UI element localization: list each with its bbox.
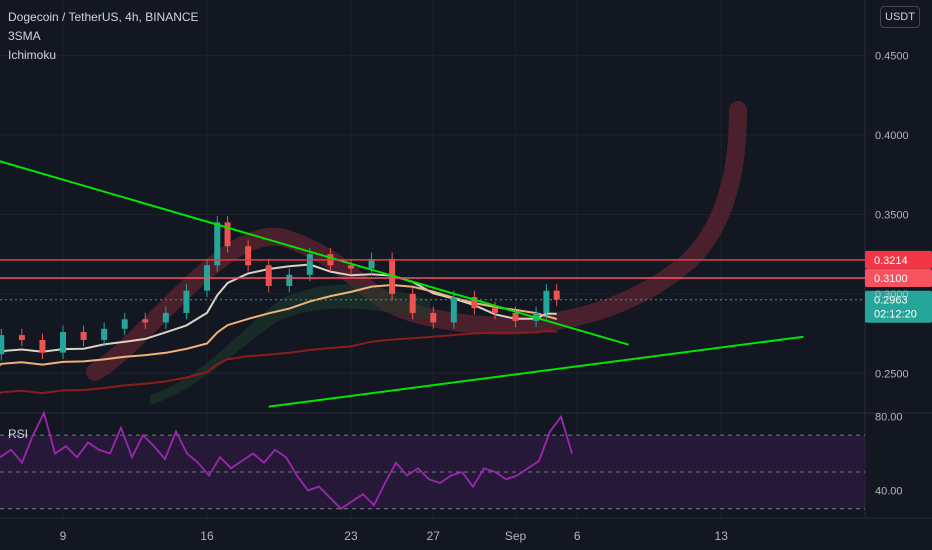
candle-body [286, 274, 293, 286]
candle-body [347, 265, 354, 269]
price-label-box [865, 250, 932, 269]
candle-body [245, 246, 252, 266]
candle-body [80, 331, 87, 340]
price-label-box [865, 268, 932, 287]
candle-body [543, 290, 550, 313]
candle-body [553, 290, 560, 300]
candle-body [265, 265, 272, 286]
candle-body [121, 319, 128, 329]
sma-slow-line [0, 330, 557, 395]
candle-body [224, 222, 231, 247]
candle-body [0, 335, 5, 355]
candle-body [450, 297, 457, 323]
chart-title: Dogecoin / TetherUS, 4h, BINANCE [8, 10, 199, 24]
candle-body [491, 308, 498, 313]
candle-body [183, 290, 190, 313]
candle-body [162, 312, 169, 323]
rsi-y-tick-label: 40.00 [875, 485, 903, 497]
x-tick-label: 6 [574, 529, 581, 543]
x-tick-label: 23 [344, 529, 358, 543]
price-label: 0.3214 [874, 255, 908, 267]
indicator-ichimoku[interactable]: Ichimoku [8, 48, 57, 62]
trendline-descending [0, 160, 629, 346]
candle-body [60, 331, 66, 353]
candle-body [430, 312, 437, 323]
candle-body [512, 312, 519, 321]
x-tick-label: 27 [427, 529, 441, 543]
candle-body [306, 254, 313, 275]
y-tick-label: 0.2500 [875, 368, 909, 380]
y-tick-label: 0.3500 [875, 209, 909, 221]
countdown-label: 02:12:20 [874, 309, 917, 321]
price-label: 0.3100 [874, 273, 908, 285]
candle-body [39, 339, 46, 353]
indicator-3sma[interactable]: 3SMA [8, 29, 41, 43]
candle-body [409, 293, 416, 313]
price-label: 0.2963 [874, 295, 908, 307]
rsi-line [0, 410, 573, 510]
rsi-title: RSI [8, 427, 28, 441]
y-tick-label: 0.3000 [875, 289, 909, 301]
trendline-ascending [268, 335, 804, 408]
y-tick-label: 0.4500 [875, 51, 909, 63]
currency-button[interactable]: USDT [880, 6, 920, 28]
candle-body [101, 328, 108, 340]
x-tick-label: Sep [505, 529, 527, 543]
candle-body [142, 319, 149, 323]
x-tick-label: 16 [200, 529, 214, 543]
y-tick-label: 0.4000 [875, 130, 909, 142]
candle-body [214, 222, 221, 266]
x-tick-label: 9 [60, 529, 67, 543]
candle-body [18, 335, 25, 340]
candle-body [368, 258, 375, 269]
x-tick-label: 13 [715, 529, 729, 543]
candle-body [471, 297, 478, 309]
rsi-y-tick-label: 80.00 [875, 412, 903, 424]
price-label-box [865, 290, 932, 323]
